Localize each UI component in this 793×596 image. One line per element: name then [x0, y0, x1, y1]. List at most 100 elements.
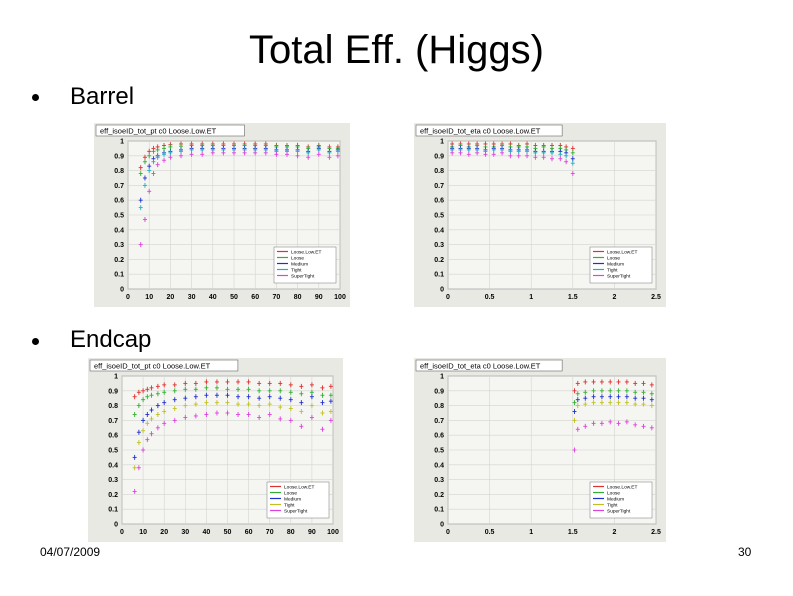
data-point	[328, 392, 333, 398]
data-point	[572, 417, 577, 423]
data-point	[572, 388, 577, 394]
data-point	[278, 388, 283, 394]
data-point	[599, 394, 604, 400]
data-point	[172, 406, 177, 412]
data-point	[575, 397, 580, 403]
data-point	[591, 400, 596, 406]
data-point	[151, 148, 156, 154]
data-point	[142, 182, 147, 188]
data-point	[267, 411, 272, 417]
x-tick-label: 60	[251, 294, 259, 301]
data-point	[641, 401, 646, 407]
y-tick-label: 0.3	[434, 242, 444, 249]
y-tick-label: 0.6	[114, 198, 124, 205]
plot-endcap-pt: eff_isoeID_tot_pt c0 Loose.Low.ET 0 0.1 0.2…	[88, 358, 343, 542]
data-point	[155, 147, 160, 153]
data-point	[649, 397, 654, 403]
data-point	[309, 394, 314, 400]
data-point	[309, 403, 314, 409]
data-point	[295, 153, 300, 159]
data-point	[236, 411, 241, 417]
data-point	[149, 416, 154, 422]
data-point	[309, 389, 314, 395]
data-point	[278, 416, 283, 422]
data-point	[204, 379, 209, 385]
data-point	[306, 150, 311, 156]
data-point	[138, 205, 143, 211]
legend-label: Tight	[291, 268, 302, 274]
data-point	[246, 411, 251, 417]
data-point	[142, 216, 147, 222]
y-tick-label: 0.8	[434, 168, 444, 175]
data-point	[147, 163, 152, 169]
chart-title-box	[95, 124, 245, 137]
y-tick-label: 0.4	[434, 462, 444, 469]
data-point	[179, 153, 183, 159]
data-point	[155, 154, 160, 160]
data-point	[246, 394, 251, 400]
data-point	[214, 400, 219, 406]
data-point	[516, 148, 521, 154]
efficiency-vs-eta-barrel-chart: eff_isoeID_tot_eta c0 Loose.Low.ET 0 0.1 0.…	[414, 123, 666, 307]
data-point	[236, 394, 241, 400]
section-label-barrel: Barrel	[70, 83, 135, 110]
data-point	[599, 379, 604, 385]
footer-date: 04/07/2009	[40, 545, 101, 559]
x-tick-label: 70	[266, 529, 274, 536]
data-point	[320, 410, 325, 416]
data-point	[132, 465, 137, 471]
data-point	[327, 154, 332, 160]
data-point	[335, 153, 340, 159]
data-point	[575, 403, 580, 409]
data-point	[299, 400, 304, 406]
data-point	[288, 397, 293, 403]
y-tick-label: 0.2	[108, 492, 118, 499]
data-point	[328, 383, 333, 389]
data-point	[616, 400, 621, 406]
data-point	[335, 148, 340, 154]
y-tick-label: 0.1	[434, 272, 444, 279]
data-point	[138, 165, 143, 171]
y-tick-label: 0.9	[434, 388, 444, 395]
y-tick-label: 0.5	[108, 448, 118, 455]
data-point	[204, 385, 209, 391]
chart-title: eff_isoeID_tot_pt c0 Loose.Low.ET	[94, 362, 211, 371]
data-point	[570, 150, 575, 156]
data-point	[633, 380, 638, 386]
x-tick-label: 10	[139, 529, 147, 536]
x-tick-label: 100	[334, 294, 346, 301]
legend-label: SuperTight	[607, 274, 631, 280]
data-point	[583, 423, 588, 429]
data-point	[225, 392, 230, 398]
data-point	[320, 385, 325, 391]
bullet-icon	[32, 94, 39, 101]
x-tick-label: 0	[446, 294, 450, 301]
data-point	[141, 417, 146, 423]
data-point	[162, 382, 167, 388]
chart-title: eff_isoeID_tot_pt c0 Loose.Low.ET	[100, 127, 217, 136]
x-tick-label: 1	[529, 529, 533, 536]
data-point	[141, 428, 146, 434]
data-point	[525, 148, 530, 154]
legend-box	[589, 246, 653, 284]
x-tick-label: 0.5	[485, 529, 495, 536]
data-point	[599, 420, 604, 426]
data-point	[608, 400, 613, 406]
data-point	[572, 409, 577, 415]
efficiency-vs-eta-endcap-chart: eff_isoeID_tot_eta c0 Loose.Low.ET 0 0.1 0.…	[414, 358, 666, 542]
data-point	[278, 380, 283, 386]
legend-label: Loose.Low.ET	[284, 485, 314, 491]
data-point	[155, 425, 160, 431]
data-point	[564, 159, 569, 165]
legend-label: Loose	[607, 256, 620, 262]
data-point	[183, 386, 188, 392]
data-point	[172, 397, 177, 403]
data-point	[136, 403, 141, 409]
y-tick-label: 0.7	[434, 418, 444, 425]
data-point	[162, 400, 167, 406]
legend-label: Medium	[607, 262, 624, 268]
data-point	[316, 147, 321, 153]
efficiency-vs-pt-barrel-chart: eff_isoeID_tot_pt c0 Loose.Low.ET 0 0.1 0.2…	[94, 123, 350, 307]
chart-title-box	[415, 124, 563, 137]
data-point	[145, 420, 150, 426]
